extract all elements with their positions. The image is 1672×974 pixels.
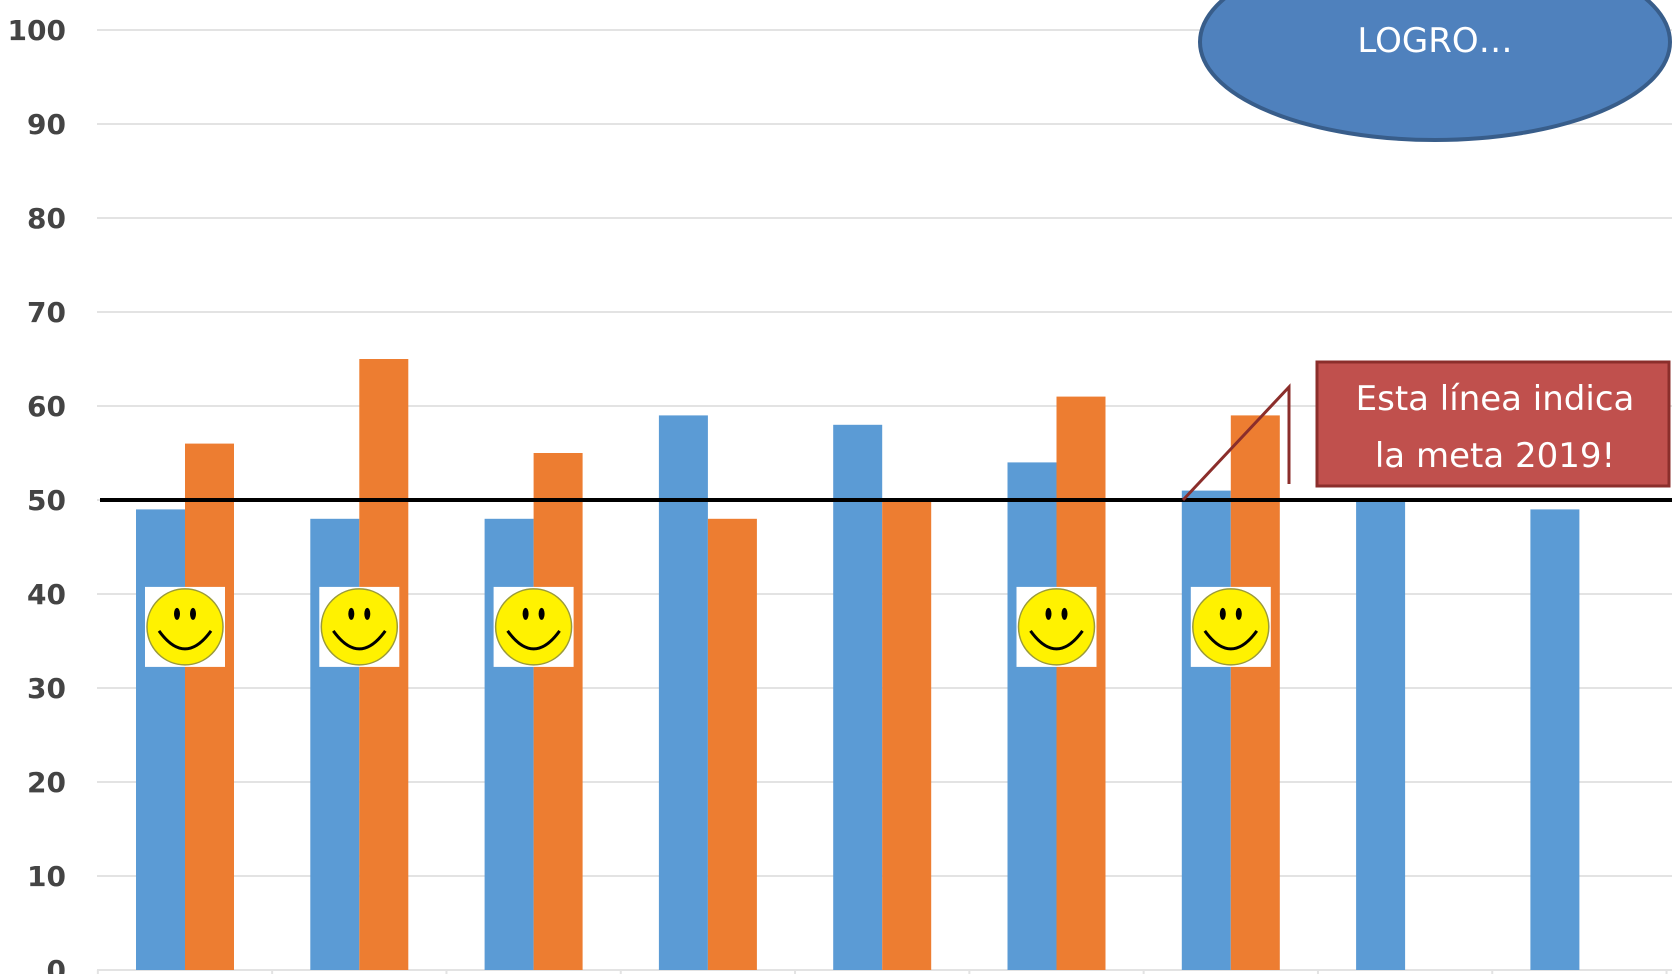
smiley-face-icon: [493, 586, 574, 667]
smiley-eye: [538, 607, 545, 620]
logro-ellipse-text: LOGRO…: [1357, 21, 1512, 61]
smiley-face: [494, 588, 573, 666]
y-tick-label: 70: [27, 296, 66, 329]
bar: [533, 453, 583, 970]
bar: [1230, 415, 1280, 970]
smiley-eye: [522, 607, 529, 620]
y-tick-label: 20: [27, 766, 66, 799]
smiley-face: [1192, 588, 1270, 666]
smiley-face-icon: [1190, 586, 1271, 667]
smiley-mouth: [332, 630, 387, 651]
smiley-mouth: [1029, 630, 1084, 651]
y-tick-label: 30: [27, 672, 66, 705]
bar: [658, 415, 708, 970]
smiley-mouth: [157, 630, 213, 651]
smiley-face-icon: [319, 586, 400, 667]
y-tick-label: 50: [27, 484, 66, 517]
bar: [484, 518, 534, 970]
bar: [1530, 509, 1580, 970]
bar: [1181, 490, 1231, 970]
smiley-eye: [348, 607, 355, 620]
smiley-eye: [1219, 607, 1226, 620]
y-axis-tick-labels: 0 10 20 30 40 50 60 70 80 90 100: [8, 14, 66, 974]
bar: [833, 424, 883, 970]
smiley-face-icon: [1016, 586, 1097, 667]
smiley-mouth: [506, 630, 561, 651]
bar: [1356, 500, 1406, 970]
callout-text-line-1: Esta línea indica: [1356, 379, 1635, 419]
smiley-face-icon: [145, 586, 225, 667]
y-tick-label: 0: [47, 954, 66, 974]
smiley-eye: [1235, 607, 1242, 620]
smiley-mouth: [1203, 630, 1259, 651]
y-tick-label: 60: [27, 390, 66, 423]
bar: [1056, 396, 1106, 971]
smiley-face: [146, 588, 224, 666]
y-tick-label: 40: [27, 578, 66, 611]
bar: [185, 443, 234, 971]
smiley-eye: [1045, 607, 1052, 620]
smiley-icons: [145, 586, 1271, 667]
callout-text-line-2: la meta 2019!: [1375, 436, 1615, 476]
smiley-eye: [364, 607, 371, 620]
y-tick-label: 80: [27, 202, 66, 235]
y-tick-label: 90: [27, 108, 66, 141]
smiley-eye: [174, 607, 180, 620]
y-tick-label: 100: [8, 14, 66, 47]
bar: [136, 509, 185, 970]
smiley-eye: [190, 607, 196, 620]
bar: [882, 500, 932, 970]
smiley-face: [320, 588, 399, 666]
goal-callout-box: [1315, 360, 1671, 488]
bar: [310, 518, 360, 970]
smiley-eye: [1061, 607, 1068, 620]
bar: [707, 518, 757, 970]
logro-ellipse: [1198, 0, 1672, 142]
callout-leader-line: [1181, 383, 1291, 502]
y-tick-label: 10: [27, 860, 66, 893]
bar: [1007, 462, 1057, 970]
smiley-face: [1017, 588, 1096, 666]
